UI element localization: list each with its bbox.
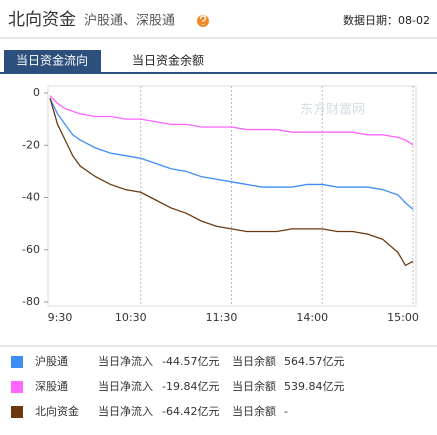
- legend-name: 深股通: [35, 380, 68, 393]
- series-line: [49, 97, 414, 210]
- balance-label: 当日余额: [232, 354, 276, 368]
- flow-label: 当日净流入: [98, 379, 153, 393]
- x-tick-label: 10:30: [115, 311, 147, 324]
- x-tick-label: 9:30: [48, 311, 73, 324]
- legend-name: 沪股通: [35, 354, 68, 368]
- balance-value: 539.84亿元: [284, 380, 345, 393]
- y-tick-label: -40: [22, 191, 40, 204]
- flow-value: -64.42亿元: [162, 405, 219, 418]
- y-tick-label: -60: [22, 243, 40, 256]
- series-line: [49, 98, 414, 267]
- flow-label: 当日净流入: [98, 354, 153, 368]
- y-tick-label: -80: [22, 295, 40, 308]
- y-tick-label: -20: [22, 138, 40, 151]
- legend-swatch: [11, 356, 23, 368]
- date: 数据日期：08-02: [343, 13, 430, 27]
- tab[interactable]: 当日资金流向: [16, 53, 88, 68]
- balance-label: 当日余额: [232, 404, 276, 418]
- flow-value: -19.84亿元: [162, 380, 219, 393]
- tab-active[interactable]: [4, 50, 101, 72]
- legend-swatch: [11, 406, 23, 418]
- series-line: [49, 95, 414, 146]
- legend-name: 北向资金: [35, 404, 79, 418]
- x-tick-label: 14:00: [296, 311, 328, 324]
- help-glyph: [199, 15, 207, 25]
- x-tick-label: 11:30: [206, 311, 238, 324]
- watermark: 东方财富网: [300, 102, 365, 118]
- title: 北向资金: [8, 10, 76, 30]
- flow-label: 当日净流入: [98, 404, 153, 418]
- balance-value: 564.57亿元: [284, 355, 345, 368]
- subtitle: 沪股通、深股通: [84, 13, 175, 29]
- tab[interactable]: 当日资金余额: [132, 53, 204, 68]
- legend-swatch: [11, 381, 23, 393]
- balance-value: -: [284, 405, 288, 418]
- y-tick-label: 0: [33, 86, 40, 99]
- x-tick-label: 15:00: [387, 311, 419, 324]
- flow-value: -44.57亿元: [162, 355, 219, 368]
- balance-label: 当日余额: [232, 379, 276, 393]
